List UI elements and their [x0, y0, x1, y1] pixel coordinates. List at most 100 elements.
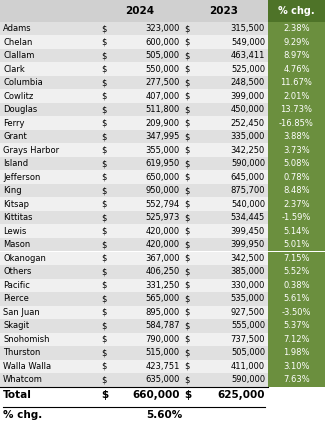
Text: $: $: [184, 348, 189, 357]
Text: 323,000: 323,000: [146, 24, 180, 33]
Bar: [0, 184, 268, 198]
Bar: [0, 225, 268, 238]
Bar: [0, 36, 268, 49]
Bar: [268, 143, 325, 157]
Text: $: $: [184, 281, 189, 290]
Text: 737,500: 737,500: [230, 335, 265, 344]
Bar: [268, 103, 325, 116]
Text: 11.67%: 11.67%: [280, 78, 312, 87]
Text: 5.08%: 5.08%: [283, 159, 310, 168]
Text: 399,000: 399,000: [231, 92, 265, 101]
Text: 555,000: 555,000: [231, 321, 265, 330]
Text: 635,000: 635,000: [146, 375, 180, 384]
Text: $: $: [101, 51, 106, 60]
Bar: [0, 238, 268, 251]
Text: 5.52%: 5.52%: [283, 267, 310, 276]
Bar: [0, 76, 268, 90]
Text: 450,000: 450,000: [231, 105, 265, 114]
Text: 549,000: 549,000: [231, 38, 265, 47]
Text: Mason: Mason: [3, 240, 30, 249]
Bar: [0, 0, 268, 22]
Text: $: $: [101, 38, 106, 47]
Bar: [0, 22, 268, 36]
Text: $: $: [101, 254, 106, 263]
Text: 420,000: 420,000: [146, 227, 180, 236]
Text: $: $: [184, 240, 189, 249]
Text: 8.48%: 8.48%: [283, 186, 310, 195]
Text: 505,000: 505,000: [146, 51, 180, 60]
Bar: [268, 319, 325, 333]
Text: 0.38%: 0.38%: [283, 281, 310, 290]
Text: 411,000: 411,000: [231, 362, 265, 371]
Text: 5.01%: 5.01%: [283, 240, 310, 249]
Text: 9.29%: 9.29%: [283, 38, 310, 47]
Text: 7.63%: 7.63%: [283, 375, 310, 384]
Text: $: $: [101, 200, 106, 209]
Text: Grays Harbor: Grays Harbor: [3, 146, 59, 155]
Text: $: $: [101, 335, 106, 344]
Text: Lewis: Lewis: [3, 227, 26, 236]
Text: 367,000: 367,000: [146, 254, 180, 263]
Text: 342,500: 342,500: [231, 254, 265, 263]
Bar: [0, 103, 268, 116]
Text: 399,450: 399,450: [231, 227, 265, 236]
Text: 511,800: 511,800: [146, 105, 180, 114]
Text: $: $: [101, 173, 106, 182]
Text: $: $: [101, 65, 106, 74]
Bar: [268, 184, 325, 198]
Bar: [0, 211, 268, 225]
Text: 2.01%: 2.01%: [283, 92, 310, 101]
Text: $: $: [184, 105, 189, 114]
Text: $: $: [184, 51, 189, 60]
Text: Skagit: Skagit: [3, 321, 29, 330]
Bar: [0, 346, 268, 360]
Text: 5.60%: 5.60%: [146, 410, 182, 420]
Text: $: $: [184, 65, 189, 74]
Bar: [268, 333, 325, 346]
Bar: [0, 333, 268, 346]
Text: $: $: [184, 146, 189, 155]
Text: % chg.: % chg.: [3, 410, 42, 420]
Text: $: $: [184, 92, 189, 101]
Text: 1.98%: 1.98%: [283, 348, 310, 357]
Text: 535,000: 535,000: [231, 294, 265, 303]
Text: Total: Total: [3, 390, 32, 400]
Text: Cowlitz: Cowlitz: [3, 92, 33, 101]
Text: 515,000: 515,000: [146, 348, 180, 357]
Text: 2023: 2023: [210, 6, 239, 16]
Text: Grant: Grant: [3, 132, 27, 141]
Text: 7.12%: 7.12%: [283, 335, 310, 344]
Text: 330,000: 330,000: [231, 281, 265, 290]
Text: $: $: [101, 281, 106, 290]
Text: 584,787: 584,787: [145, 321, 180, 330]
Text: $: $: [184, 375, 189, 384]
Text: Ferry: Ferry: [3, 119, 24, 128]
Text: 525,000: 525,000: [231, 65, 265, 74]
Text: 4.76%: 4.76%: [283, 65, 310, 74]
Bar: [268, 49, 325, 63]
Bar: [0, 143, 268, 157]
Text: $: $: [184, 254, 189, 263]
Bar: [0, 292, 268, 305]
Bar: [268, 90, 325, 103]
Bar: [0, 319, 268, 333]
Text: 590,000: 590,000: [231, 375, 265, 384]
Text: $: $: [184, 38, 189, 47]
Text: 3.88%: 3.88%: [283, 132, 310, 141]
Bar: [268, 198, 325, 211]
Text: 2.38%: 2.38%: [283, 24, 310, 33]
Text: $: $: [184, 362, 189, 371]
Text: -1.59%: -1.59%: [282, 213, 311, 222]
Text: 248,500: 248,500: [231, 78, 265, 87]
Bar: [0, 130, 268, 143]
Text: 385,000: 385,000: [231, 267, 265, 276]
Text: -3.50%: -3.50%: [282, 308, 311, 317]
Text: $: $: [101, 240, 106, 249]
Text: Walla Walla: Walla Walla: [3, 362, 51, 371]
Text: 0.78%: 0.78%: [283, 173, 310, 182]
Text: 331,250: 331,250: [146, 281, 180, 290]
Text: $: $: [101, 267, 106, 276]
Bar: [268, 373, 325, 386]
Bar: [268, 292, 325, 305]
Text: $: $: [101, 146, 106, 155]
